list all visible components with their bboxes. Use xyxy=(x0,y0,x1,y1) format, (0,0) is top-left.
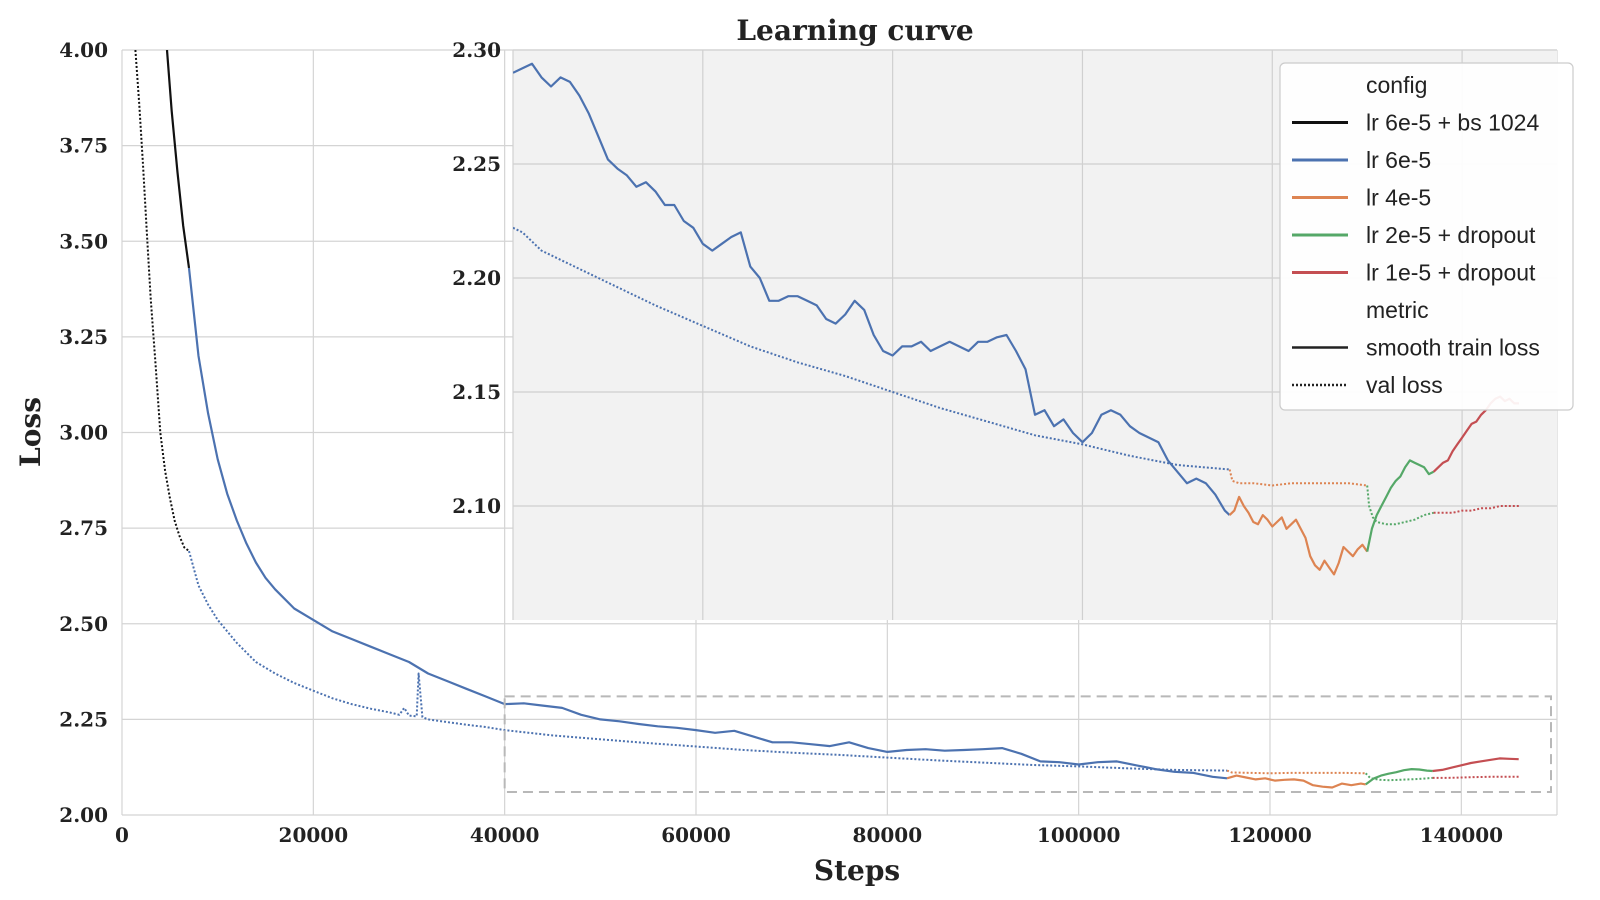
y-axis-title: Loss xyxy=(14,397,47,467)
main-plot-series xyxy=(134,50,1519,789)
x-tick-label: 0 xyxy=(115,823,129,847)
inset-y-tick-label: 2.10 xyxy=(452,494,501,518)
series-lr-6e-5-bs-1024-val-loss xyxy=(134,50,190,552)
legend-entry: lr 2e-5 + dropout xyxy=(1366,222,1536,248)
legend-metric-title: metric xyxy=(1366,297,1429,323)
series-lr-6e-5-val-loss xyxy=(188,550,1228,772)
x-tick-label: 140000 xyxy=(1420,823,1504,847)
inset-y-tick-label: 2.20 xyxy=(452,266,501,290)
y-tick-label: 3.25 xyxy=(59,325,108,349)
x-tick-label: 80000 xyxy=(853,823,923,847)
x-tick-label: 40000 xyxy=(470,823,540,847)
legend-box xyxy=(1279,62,1574,411)
series-lr-1e-5-dropout-train-loss xyxy=(1432,757,1519,773)
legend-entry: lr 1e-5 + dropout xyxy=(1366,260,1536,286)
series-lr-4e-5-val-loss xyxy=(1226,769,1366,775)
x-axis-title: Steps xyxy=(814,854,900,887)
series-lr-6e-5-bs-1024-train-loss xyxy=(165,50,191,269)
y-tick-label: 4.00 xyxy=(59,38,108,62)
series-lr-4e-5-val-loss xyxy=(1228,469,1368,487)
legend: config lr 6e-5 + bs 1024 lr 6e-5 lr 4e-5 lr … xyxy=(1279,62,1574,411)
inset-y-tick-label: 2.25 xyxy=(452,152,501,176)
chart-title: Learning curve xyxy=(736,14,973,47)
y-tick-label: 2.25 xyxy=(59,707,108,731)
y-tick-label: 3.50 xyxy=(59,229,108,253)
y-tick-label: 2.00 xyxy=(59,803,108,827)
series-lr-2e-5-dropout-val-loss xyxy=(1366,485,1434,526)
y-tick-label: 2.50 xyxy=(59,612,108,636)
legend-entry: lr 4e-5 xyxy=(1366,185,1431,211)
y-tick-label: 3.00 xyxy=(59,421,108,445)
legend-entry: val loss xyxy=(1366,372,1443,398)
series-lr-2e-5-dropout-train-loss xyxy=(1366,459,1435,552)
series-lr-4e-5-train-loss xyxy=(1228,495,1369,576)
zoom-region-box xyxy=(503,695,1553,794)
legend-entry: lr 6e-5 xyxy=(1366,147,1431,173)
series-lr-2e-5-dropout-val-loss xyxy=(1364,772,1433,782)
series-lr-1e-5-dropout-val-loss xyxy=(1433,505,1519,514)
series-lr-6e-5-val-loss xyxy=(513,226,1230,471)
x-tick-label: 60000 xyxy=(661,823,731,847)
inset-y-tick-label: 2.15 xyxy=(452,380,501,404)
x-tick-label: 100000 xyxy=(1037,823,1121,847)
legend-config-title: config xyxy=(1366,72,1427,98)
series-lr-6e-5-train-loss xyxy=(513,62,1231,516)
x-tick-label: 120000 xyxy=(1228,823,1312,847)
inset-y-tick-label: 2.30 xyxy=(452,38,501,62)
x-tick-label: 20000 xyxy=(279,823,349,847)
legend-entry: lr 6e-5 + bs 1024 xyxy=(1366,110,1539,136)
y-tick-label: 3.75 xyxy=(59,134,108,158)
legend-entry: smooth train loss xyxy=(1366,335,1540,361)
axis-tick-labels: 0 20000 40000 60000 80000 100000 120000 140000 2… xyxy=(59,38,1503,847)
y-tick-label: 2.75 xyxy=(59,516,108,540)
series-lr-4e-5-train-loss xyxy=(1226,774,1366,789)
series-lr-6e-5-train-loss xyxy=(187,267,1228,780)
series-lr-2e-5-dropout-train-loss xyxy=(1365,767,1433,786)
